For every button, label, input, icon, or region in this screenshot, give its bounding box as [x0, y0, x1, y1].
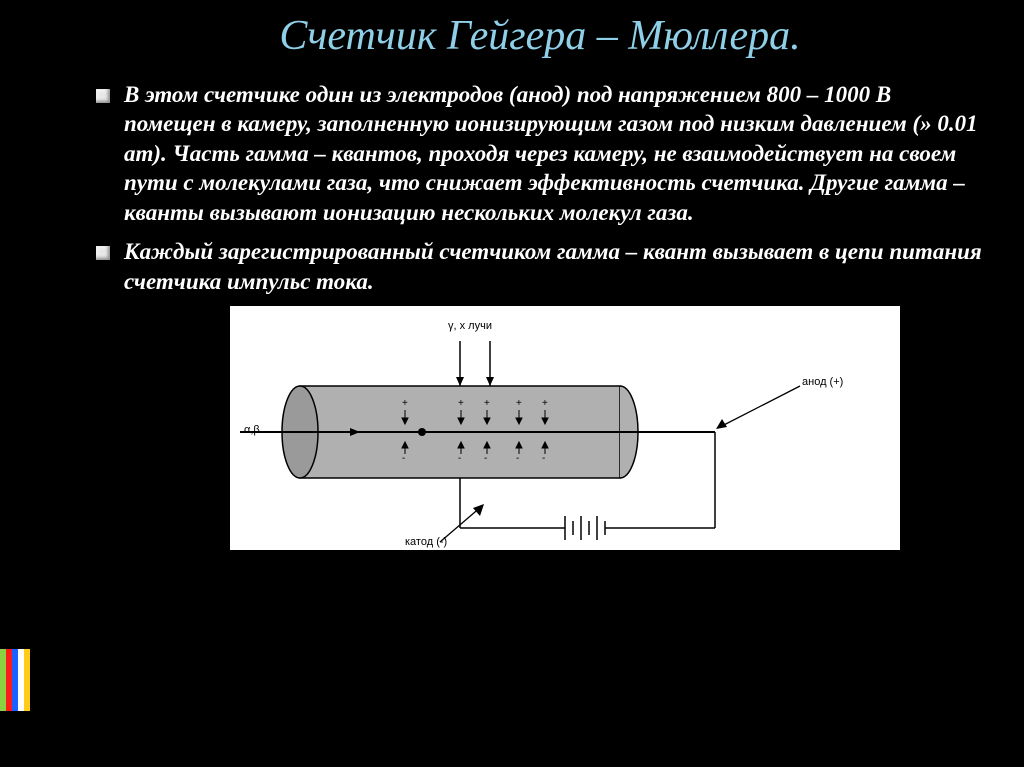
bullet-item: В этом счетчике один из электродов (анод… — [96, 80, 984, 227]
accent-stripe — [24, 649, 30, 711]
svg-text:-: - — [516, 453, 519, 464]
label-anode: анод (+) — [802, 376, 843, 388]
svg-text:-: - — [484, 453, 487, 464]
svg-text:-: - — [542, 453, 545, 464]
svg-text:+: + — [516, 398, 522, 409]
svg-text:+: + — [484, 398, 490, 409]
bullet-item: Каждый зарегистрированный счетчиком гамм… — [96, 237, 984, 296]
label-rays: γ, x лучи — [448, 320, 492, 332]
slide-title: Счетчик Гейгера – Мюллера. — [96, 12, 984, 60]
svg-text:+: + — [542, 398, 548, 409]
diagram-svg: + - + - + - + - + - — [230, 306, 900, 550]
bullet-text: Каждый зарегистрированный счетчиком гамм… — [124, 237, 984, 296]
bullet-marker — [96, 246, 110, 260]
bullet-text: В этом счетчике один из электродов (анод… — [124, 80, 984, 227]
svg-text:+: + — [458, 398, 464, 409]
bullet-marker — [96, 89, 110, 103]
svg-text:-: - — [458, 453, 461, 464]
body-text: В этом счетчике один из электродов (анод… — [96, 80, 984, 296]
label-cathode: катод (-) — [405, 536, 447, 548]
label-alphabeta: α,β — [244, 424, 260, 436]
accent-bar — [0, 649, 30, 711]
svg-text:+: + — [402, 398, 408, 409]
geiger-diagram: + - + - + - + - + - — [230, 306, 900, 550]
svg-text:-: - — [402, 453, 405, 464]
